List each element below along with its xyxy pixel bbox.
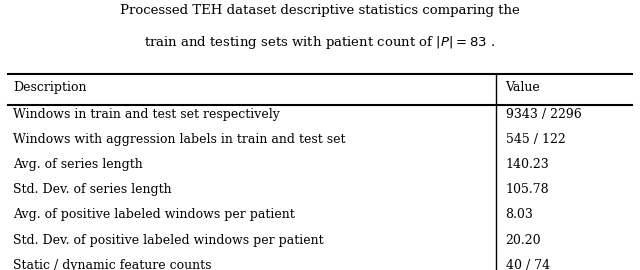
Text: Std. Dev. of positive labeled windows per patient: Std. Dev. of positive labeled windows pe… xyxy=(13,234,323,247)
Text: 8.03: 8.03 xyxy=(506,208,534,221)
Text: Std. Dev. of series length: Std. Dev. of series length xyxy=(13,183,172,196)
Text: Value: Value xyxy=(506,81,540,94)
Text: Description: Description xyxy=(13,81,86,94)
Text: Processed TEH dataset descriptive statistics comparing the: Processed TEH dataset descriptive statis… xyxy=(120,4,520,17)
Text: 9343 / 2296: 9343 / 2296 xyxy=(506,108,581,121)
Text: 40 / 74: 40 / 74 xyxy=(506,259,550,270)
Text: 20.20: 20.20 xyxy=(506,234,541,247)
Text: Windows in train and test set respectively: Windows in train and test set respective… xyxy=(13,108,280,121)
Text: Avg. of positive labeled windows per patient: Avg. of positive labeled windows per pat… xyxy=(13,208,294,221)
Text: 545 / 122: 545 / 122 xyxy=(506,133,565,146)
Text: Static / dynamic feature counts: Static / dynamic feature counts xyxy=(13,259,211,270)
Text: train and testing sets with patient count of $|P| = 83$ .: train and testing sets with patient coun… xyxy=(145,34,495,51)
Text: Windows with aggression labels in train and test set: Windows with aggression labels in train … xyxy=(13,133,346,146)
Text: Avg. of series length: Avg. of series length xyxy=(13,158,143,171)
Text: 105.78: 105.78 xyxy=(506,183,549,196)
Text: 140.23: 140.23 xyxy=(506,158,549,171)
